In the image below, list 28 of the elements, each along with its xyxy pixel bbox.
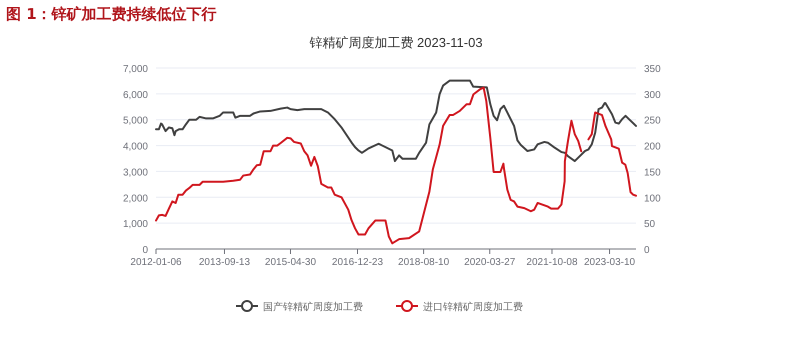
y2-tick-label: 350 [644, 64, 662, 75]
y2-tick-label: 100 [644, 193, 662, 204]
x-tick-label: 2023-03-10 [584, 257, 636, 268]
y-tick-label: 5,000 [122, 116, 148, 127]
y2-tick-label: 250 [644, 116, 662, 127]
y-tick-label: 7,000 [122, 64, 148, 75]
chart-subtitle: 锌精矿周度加工费 2023-11-03 [308, 35, 483, 50]
x-tick-label: 2012-01-06 [130, 257, 182, 268]
y2-tick-label: 300 [644, 90, 662, 101]
y-tick-label: 3,000 [122, 167, 148, 178]
y-tick-label: 6,000 [122, 90, 148, 101]
x-tick-label: 2018-08-10 [398, 257, 450, 268]
y-tick-label: 4,000 [122, 142, 148, 153]
chart-title: 图 1：锌矿加工费持续低位下行 [6, 5, 217, 23]
y2-tick-label: 150 [644, 167, 662, 178]
x-tick-label: 2016-12-23 [332, 257, 384, 268]
y-tick-label: 1,000 [122, 219, 148, 230]
y2-tick-label: 50 [644, 219, 656, 230]
legend-label: 国产锌精矿周度加工费 [263, 301, 363, 313]
legend-label: 进口锌精矿周度加工费 [423, 301, 523, 313]
y-tick-label: 2,000 [122, 193, 148, 204]
x-tick-label: 2013-09-13 [198, 257, 250, 268]
y2-tick-label: 0 [644, 245, 650, 256]
y-tick-label: 0 [142, 245, 148, 256]
x-tick-label: 2020-03-27 [464, 257, 516, 268]
x-tick-label: 2015-04-30 [264, 257, 316, 268]
y2-tick-label: 200 [644, 142, 662, 153]
x-tick-label: 2021-10-08 [526, 257, 578, 268]
